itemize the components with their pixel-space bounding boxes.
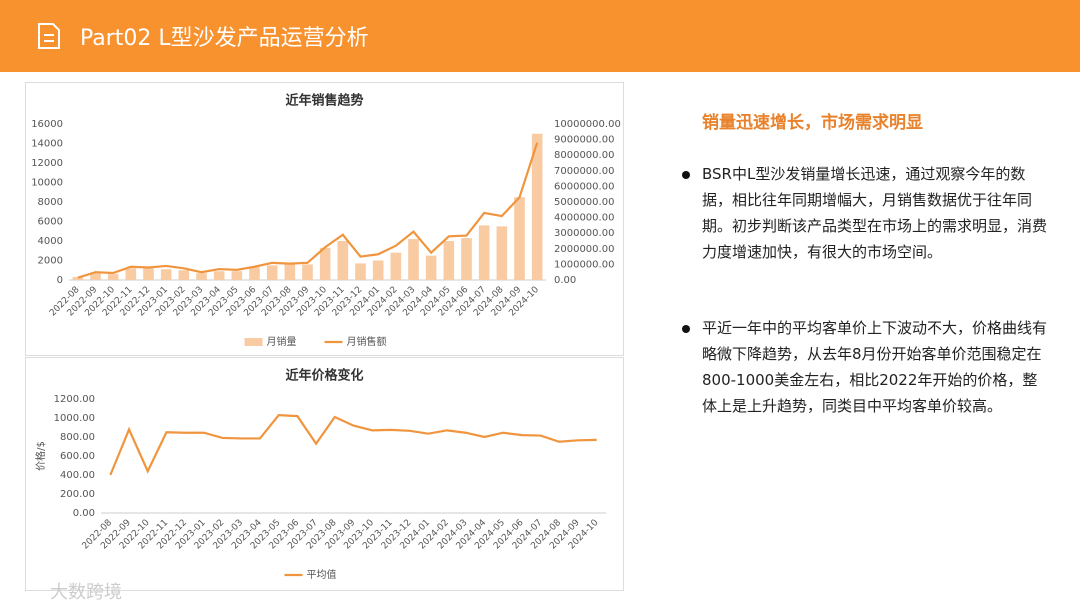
notes-heading: 销量迅速增长，市场需求明显	[702, 113, 923, 133]
watermark: 大数跨境	[50, 582, 122, 603]
y2-tick-label: 1000000.00	[554, 259, 614, 270]
y-tick-label: 6000	[38, 217, 63, 228]
y2-tick-label: 3000000.00	[554, 228, 614, 239]
icon	[38, 23, 60, 49]
chart-panel: 近年销售趋势 0 2000 4000 6000 8000 10000 12000 14000 16…	[25, 82, 624, 356]
bullet: BSR中L型沙发销量增长迅速，通过观察今年的数据，相比往年同期增幅大，月销售数据…	[680, 161, 1050, 265]
bar	[355, 263, 366, 280]
bullet: 平近一年中的平均客单价上下波动不大，价格曲线有略微下降趋势，从去年8月份开始客单…	[680, 315, 1050, 419]
y2-tick-label: 10000000.00	[554, 119, 621, 130]
bar	[284, 264, 296, 280]
y-tick-label: 12000	[31, 158, 63, 169]
chart-panel: 近年价格变化价格/$ 0.00 200.00 400.00 600.00 800.00 10…	[25, 357, 624, 591]
y2-tick-label: 4000000.00	[554, 213, 614, 224]
y-tick-label: 8000	[38, 197, 63, 208]
bar	[249, 267, 260, 280]
y2-tick-label: 2000000.00	[554, 244, 614, 255]
y2-tick-label: 6000000.00	[554, 181, 614, 192]
y2-tick-label: 5000000.00	[554, 197, 614, 208]
bar	[266, 265, 278, 280]
bar	[319, 247, 331, 280]
bar	[337, 241, 349, 280]
chart: 近年销售趋势 0 2000 4000 6000 8000 10000 12000 14000 16…	[31, 93, 621, 349]
y-tick-label: 400.00	[60, 470, 95, 481]
legend-label: 平均值	[307, 568, 337, 581]
legend-label: 月销量	[267, 335, 297, 348]
y-tick-label: 10000	[31, 178, 63, 189]
bar	[408, 239, 419, 280]
bar	[514, 197, 525, 280]
bar	[461, 238, 472, 280]
bar	[107, 274, 119, 280]
notes: 销量迅速增长，市场需求明显 BSR中L型沙发销量增长迅速，通过观察今年的数据，相…	[680, 108, 1050, 419]
legend-label: 月销售额	[347, 335, 387, 348]
bar	[496, 226, 508, 280]
y-tick-label: 16000	[31, 119, 63, 130]
y-tick-label: 0	[57, 275, 63, 286]
y-tick-label: 1000.00	[54, 413, 95, 424]
line	[77, 142, 539, 279]
y-axis-label: 价格/$	[34, 441, 47, 471]
y-tick-label: 14000	[31, 139, 63, 150]
bar	[143, 268, 154, 280]
bar	[302, 264, 313, 280]
bar	[478, 225, 490, 280]
y-tick-label: 4000	[38, 236, 63, 247]
y-tick-label: 600.00	[60, 451, 95, 462]
y-tick-label: 200.00	[60, 489, 95, 500]
bar	[72, 277, 84, 280]
legend-swatch	[244, 338, 263, 346]
bar	[196, 273, 207, 280]
y2-tick-label: 7000000.00	[554, 166, 614, 177]
y-tick-label: 0.00	[73, 508, 95, 519]
bar	[231, 271, 243, 280]
chart-title: 近年价格变化	[285, 368, 363, 384]
y-tick-label: 1200.00	[54, 394, 95, 405]
chart-title: 近年销售趋势	[285, 93, 363, 109]
y2-tick-label: 8000000.00	[554, 150, 614, 161]
bar	[372, 260, 384, 280]
bar	[443, 241, 455, 280]
y-tick-label: 2000	[38, 256, 63, 267]
bar	[213, 271, 225, 280]
bar	[425, 255, 437, 280]
y2-tick-label: 0.00	[554, 275, 576, 286]
bar	[160, 269, 172, 280]
line	[109, 414, 597, 476]
y2-tick-label: 9000000.00	[554, 135, 614, 146]
bar	[531, 133, 543, 280]
y-tick-label: 800.00	[60, 432, 95, 443]
bar	[390, 252, 402, 280]
header: Part02 L型沙发产品运营分析	[0, 0, 1080, 72]
bar	[125, 268, 137, 280]
bar	[90, 273, 101, 280]
bar	[178, 270, 190, 280]
header-title: Part02 L型沙发产品运营分析	[80, 26, 369, 51]
